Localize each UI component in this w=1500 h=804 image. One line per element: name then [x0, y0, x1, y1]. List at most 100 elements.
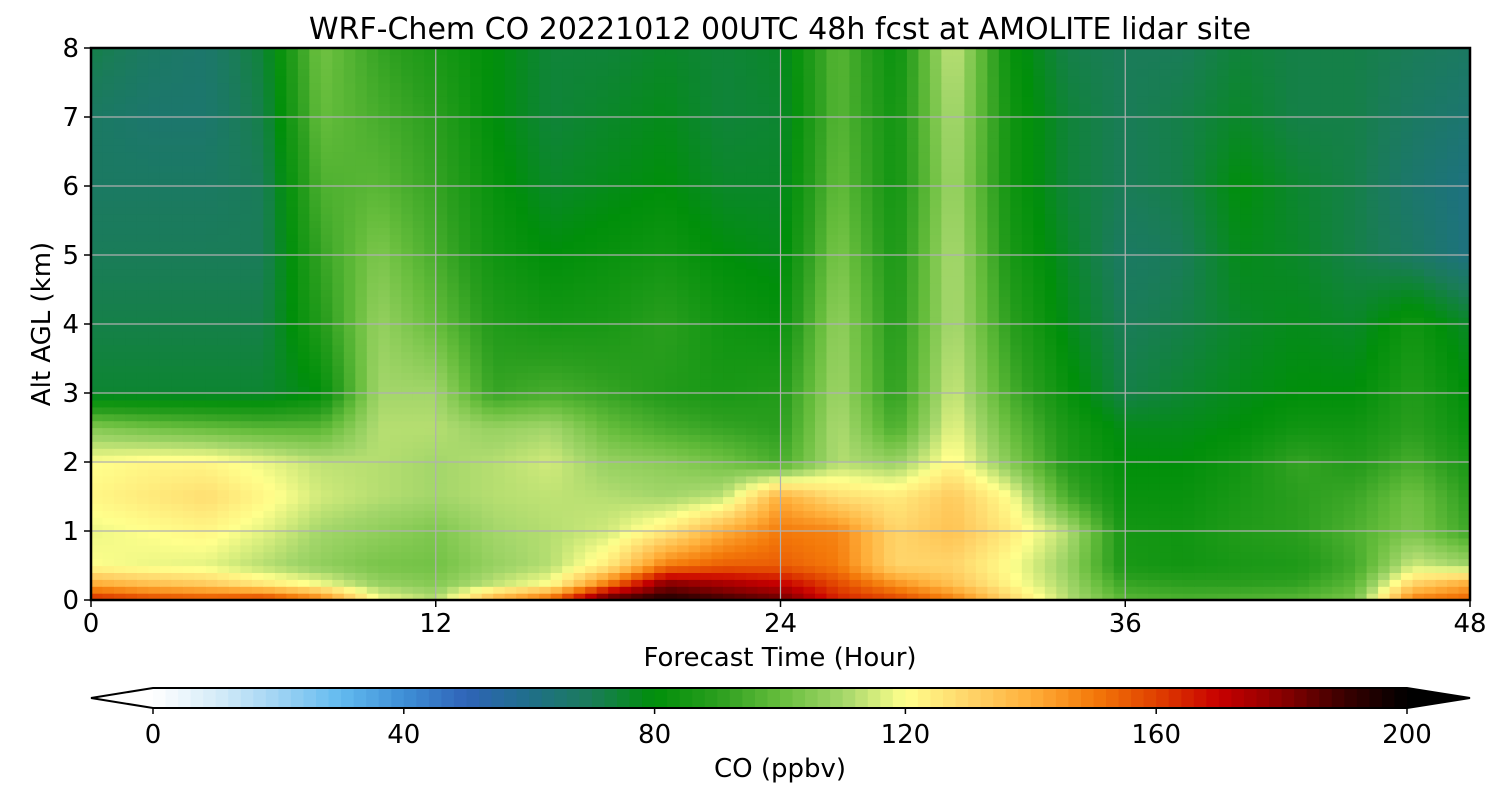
- heatmap-cell: [182, 413, 196, 422]
- heatmap-cell: [1240, 510, 1253, 518]
- heatmap-cell: [263, 524, 276, 532]
- heatmap-cell: [814, 579, 828, 587]
- heatmap-cell: [998, 524, 1011, 532]
- heatmap-cell: [998, 496, 1011, 504]
- heatmap-cell: [734, 441, 747, 449]
- heatmap-cell: [194, 593, 207, 600]
- heatmap-cell: [700, 579, 713, 587]
- heatmap-cell: [1263, 482, 1276, 491]
- heatmap-cell: [378, 344, 391, 353]
- heatmap-cell: [941, 468, 954, 477]
- heatmap-cell: [1332, 427, 1345, 435]
- heatmap-cell: [929, 579, 942, 587]
- heatmap-cell: [941, 372, 954, 380]
- heatmap-cell: [125, 324, 138, 332]
- heatmap-cell: [780, 330, 793, 339]
- heatmap-cell: [1343, 330, 1356, 339]
- heatmap-cell: [1228, 455, 1241, 463]
- heatmap-cell: [929, 434, 942, 442]
- heatmap-cell: [573, 579, 586, 587]
- heatmap-cell: [516, 593, 529, 600]
- heatmap-cell: [573, 372, 586, 380]
- heatmap-cell: [711, 427, 724, 435]
- heatmap-cell: [355, 468, 368, 477]
- heatmap-cell: [1056, 537, 1069, 546]
- heatmap-cell: [1424, 510, 1437, 518]
- heatmap-cell: [1148, 358, 1161, 366]
- heatmap-cell: [1044, 468, 1057, 477]
- heatmap-cell: [366, 531, 379, 539]
- heatmap-cell: [1309, 531, 1322, 539]
- heatmap-cell: [1332, 372, 1345, 380]
- heatmap-cell: [1171, 351, 1184, 360]
- heatmap-cell: [1067, 337, 1080, 346]
- heatmap-cell: [263, 572, 276, 580]
- heatmap-cell: [826, 489, 839, 498]
- heatmap-cell: [562, 482, 575, 491]
- heatmap-cell: [343, 496, 356, 504]
- heatmap-cell: [1113, 434, 1126, 442]
- heatmap-cell: [837, 475, 851, 484]
- heatmap-cell: [585, 386, 598, 394]
- heatmap-cell: [608, 586, 621, 594]
- heatmap-cell: [711, 531, 724, 539]
- heatmap-cell: [1240, 434, 1253, 442]
- heatmap-cell: [217, 420, 230, 429]
- heatmap-cell: [677, 310, 690, 318]
- heatmap-cell: [619, 537, 632, 546]
- heatmap-cell: [872, 372, 885, 380]
- heatmap-cell: [1412, 544, 1425, 553]
- heatmap-cell: [194, 399, 207, 408]
- heatmap-cell: [297, 413, 310, 422]
- heatmap-cell: [194, 358, 207, 366]
- heatmap-cell: [1171, 379, 1184, 387]
- heatmap-cell: [814, 427, 828, 435]
- heatmap-cell: [769, 558, 782, 567]
- heatmap-cell: [1125, 372, 1138, 380]
- heatmap-cell: [355, 406, 368, 415]
- heatmap-cell: [378, 317, 391, 325]
- heatmap-cell: [1309, 427, 1322, 435]
- heatmap-cell: [860, 468, 874, 477]
- heatmap-cell: [1228, 427, 1241, 435]
- heatmap-cell: [1113, 544, 1126, 553]
- heatmap-cell: [1044, 544, 1057, 553]
- heatmap-cell: [1251, 489, 1264, 498]
- heatmap-cell: [998, 317, 1011, 325]
- heatmap-cell: [734, 413, 747, 422]
- heatmap-cell: [998, 510, 1011, 518]
- heatmap-cell: [780, 544, 793, 553]
- heatmap-cell: [700, 462, 713, 470]
- heatmap-cell: [631, 572, 644, 580]
- heatmap-cell: [274, 358, 287, 366]
- heatmap-cell: [148, 365, 161, 373]
- heatmap-cell: [1182, 441, 1195, 449]
- heatmap-cell: [424, 517, 437, 525]
- heatmap-cell: [1447, 544, 1460, 553]
- heatmap-cell: [240, 537, 253, 546]
- heatmap-cell: [504, 406, 517, 415]
- heatmap-cell: [171, 393, 184, 401]
- heatmap-cell: [952, 531, 965, 539]
- heatmap-cell: [688, 517, 701, 525]
- heatmap-cell: [228, 455, 241, 463]
- heatmap-cell: [608, 386, 621, 394]
- heatmap-cell: [309, 337, 322, 346]
- heatmap-cell: [665, 434, 678, 442]
- heatmap-cell: [401, 524, 414, 532]
- heatmap-cell: [1389, 406, 1402, 415]
- heatmap-cell: [102, 406, 115, 415]
- heatmap-cell: [1044, 344, 1057, 353]
- heatmap-cell: [746, 330, 759, 339]
- heatmap-cell: [1159, 441, 1172, 449]
- heatmap-cell: [700, 455, 713, 463]
- heatmap-cell: [849, 496, 862, 504]
- heatmap-cell: [113, 393, 127, 401]
- heatmap-cell: [998, 593, 1011, 600]
- heatmap-cell: [527, 330, 540, 339]
- heatmap-cell: [826, 496, 839, 504]
- heatmap-cell: [654, 406, 667, 415]
- heatmap-cell: [516, 468, 529, 477]
- heatmap-cell: [1424, 586, 1437, 594]
- heatmap-cell: [1159, 406, 1172, 415]
